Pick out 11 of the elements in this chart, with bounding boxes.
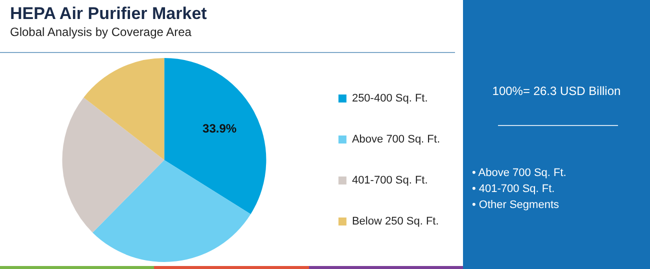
text: • 401-700 Sq. Ft.	[472, 182, 556, 197]
text: 100%= 26.3 USD Billion	[491, 84, 622, 98]
chart-subtitle: Global Analysis by Coverage Area	[10, 25, 192, 39]
legend-label: 250-400 Sq. Ft.	[352, 92, 428, 105]
legend-label: 401-700 Sq. Ft.	[352, 174, 428, 187]
text: • Other Segments	[472, 198, 560, 213]
text: • Above 700 Sq. Ft.	[472, 166, 566, 181]
legend-label: Below 250 Sq. Ft.	[352, 216, 439, 228]
data-label: 33.9%	[202, 122, 237, 136]
chart-title: HEPA Air Purifier Market	[10, 4, 207, 24]
legend-label: Above 700 Sq. Ft.	[352, 134, 440, 146]
